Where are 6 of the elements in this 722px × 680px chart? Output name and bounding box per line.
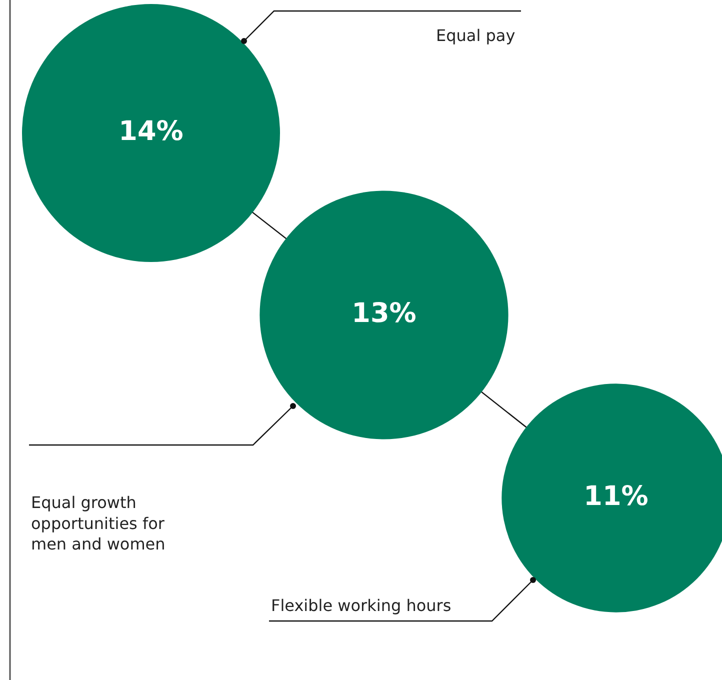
data-label: 14% <box>118 116 184 147</box>
category-label: Flexible working hours <box>271 596 452 615</box>
category-label: Equal growth opportunities for men and women <box>31 493 166 554</box>
data-label: 13% <box>352 298 416 329</box>
category-label: Equal pay <box>436 26 516 45</box>
data-label: 11% <box>584 480 648 512</box>
